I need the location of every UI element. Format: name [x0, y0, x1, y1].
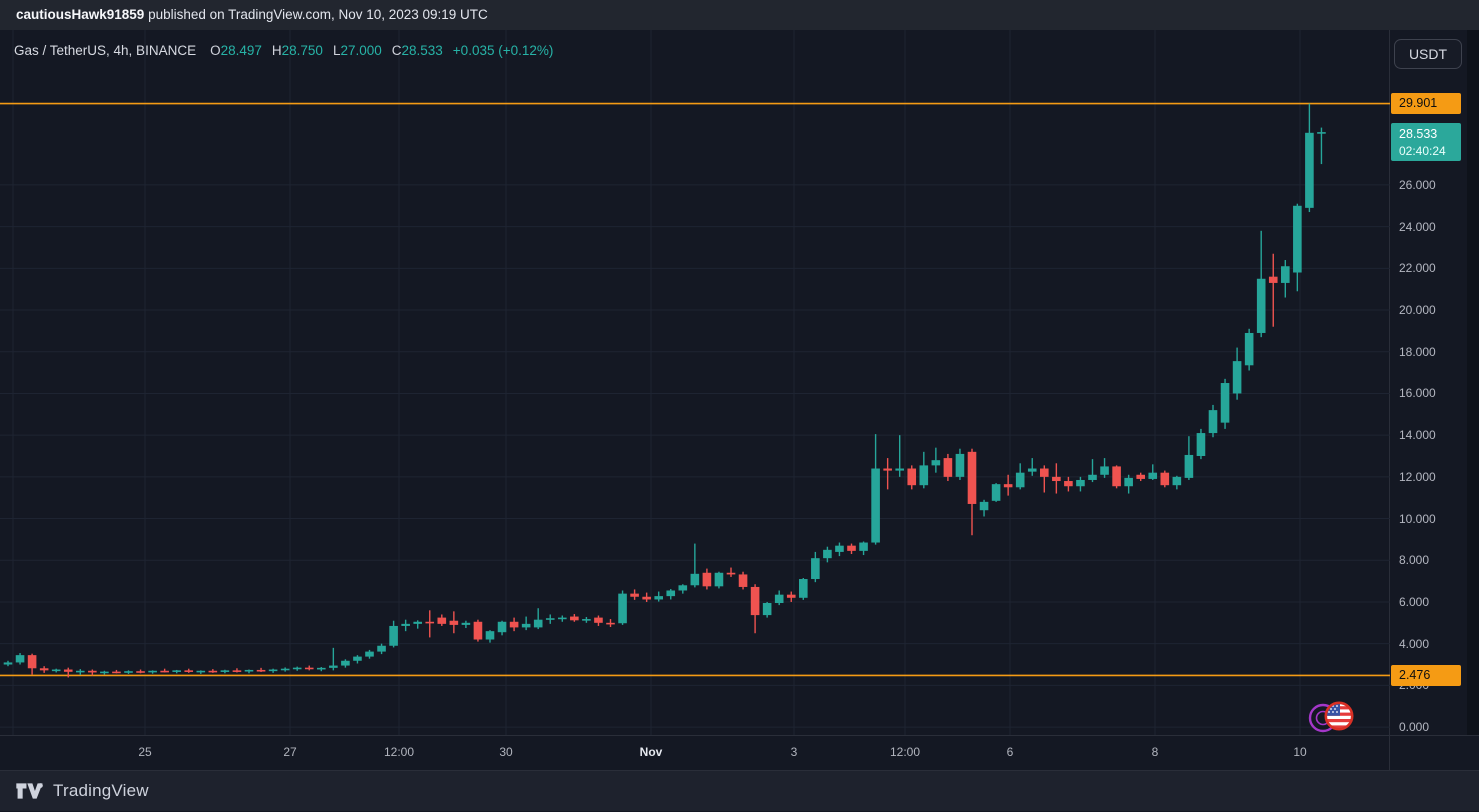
time-tick-label: 8	[1151, 745, 1159, 759]
symbol-legend: Gas / TetherUS, 4h, BINANCE O28.497 H28.75…	[14, 43, 553, 58]
publisher-username: cautiousHawk91859	[16, 7, 145, 22]
main-chart-pane[interactable]: Gas / TetherUS, 4h, BINANCE O28.497 H28.75…	[0, 30, 1390, 735]
currency-toggle-button[interactable]: USDT	[1394, 39, 1462, 69]
bar-countdown: 02:40:24	[1399, 144, 1446, 159]
price-tick-label: 4.000	[1399, 636, 1430, 651]
tradingview-brand-text[interactable]: TradingView	[53, 781, 149, 800]
time-tick-label: 30	[499, 745, 513, 759]
price-tick-label: 26.000	[1399, 177, 1436, 192]
time-tick-label: 6	[1006, 745, 1014, 759]
price-tick-label: 20.000	[1399, 303, 1436, 318]
price-axis-pane[interactable]: USDT 26.000 24.000 22.000 20.000 18.000 16.00…	[1390, 30, 1467, 735]
top-banner: cautiousHawk91859 published on TradingVi…	[0, 0, 1479, 30]
price-tick-label: 24.000	[1399, 219, 1436, 234]
footer-bar: TradingView	[0, 771, 1479, 811]
price-tick-label: 10.000	[1399, 511, 1436, 526]
symbol-title: Gas / TetherUS, 4h, BINANCE	[14, 43, 197, 58]
range-low-badge: 2.476	[1391, 664, 1461, 686]
high-label: H	[271, 43, 282, 58]
price-tick-label: 12.000	[1399, 469, 1436, 484]
close-label: C	[391, 43, 402, 58]
open-label: O	[210, 43, 221, 58]
time-axis[interactable]: 25 27 12:00 30 Nov 3 12:00 6 8 10	[0, 736, 1390, 770]
time-tick-label: 12:00	[383, 745, 415, 759]
change-value: +0.035 (+0.12%)	[452, 43, 554, 58]
time-tick-label: 3	[790, 745, 798, 759]
chart-row: Gas / TetherUS, 4h, BINANCE O28.497 H28.75…	[0, 30, 1479, 735]
price-tick-label: 14.000	[1399, 428, 1436, 443]
price-tick-label: 6.000	[1399, 594, 1430, 609]
range-high-badge: 29.901	[1391, 93, 1461, 115]
price-tick-label: 8.000	[1399, 553, 1430, 568]
low-value: 27.000	[340, 43, 382, 58]
tradingview-logo-icon[interactable]	[14, 780, 44, 802]
right-margin-strip	[1467, 30, 1479, 735]
last-price-value: 28.533	[1399, 127, 1438, 142]
open-value: 28.497	[220, 43, 262, 58]
price-tick-label: 0.000	[1399, 720, 1430, 735]
time-tick-label: 10	[1293, 745, 1307, 759]
us-flag-icon	[1324, 701, 1354, 731]
banner-text: published on TradingView.com, Nov 10, 20…	[144, 7, 488, 22]
symbol-logos	[1308, 701, 1354, 733]
price-tick-label: 16.000	[1399, 386, 1436, 401]
price-tick-label: 22.000	[1399, 261, 1436, 276]
time-tick-label: 12:00	[889, 745, 921, 759]
last-price-badge: 28.533 02:40:24	[1391, 123, 1461, 162]
time-tick-label: 25	[138, 745, 152, 759]
time-axis-row: 25 27 12:00 30 Nov 3 12:00 6 8 10	[0, 735, 1479, 771]
close-value: 28.533	[401, 43, 443, 58]
time-tick-label: 27	[283, 745, 297, 759]
chart-canvas-svg[interactable]	[0, 30, 1390, 735]
high-value: 28.750	[281, 43, 323, 58]
price-tick-label: 18.000	[1399, 344, 1436, 359]
time-tick-label-month: Nov	[639, 745, 663, 759]
low-label: L	[332, 43, 341, 58]
